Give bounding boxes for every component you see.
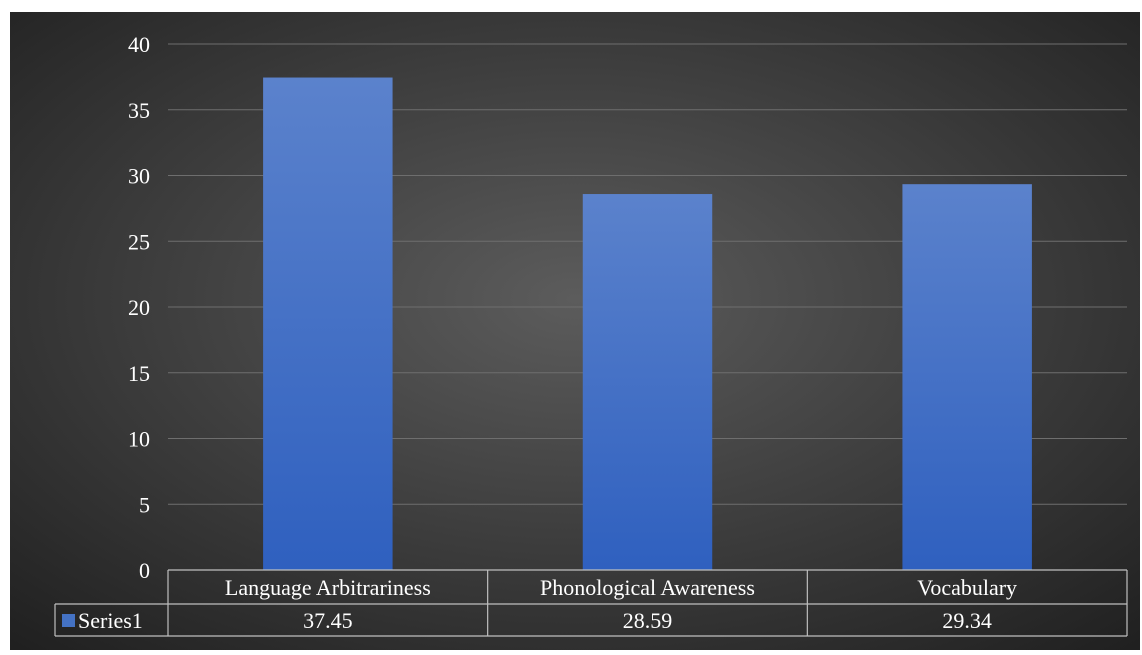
y-axis-ticks: 0 5 10 15 20 25 30 35 40 (128, 32, 150, 583)
y-tick-label: 15 (128, 361, 150, 386)
category-label: Language Arbitrariness (225, 575, 431, 600)
y-tick-label: 30 (128, 164, 150, 189)
data-table: Language Arbitrariness Phonological Aware… (54, 569, 1128, 637)
legend-series-name: Series1 (78, 608, 143, 633)
value-label: 29.34 (942, 608, 992, 633)
bar (902, 184, 1032, 570)
y-tick-label: 0 (139, 558, 150, 583)
y-tick-label: 5 (139, 492, 150, 517)
value-label: 37.45 (303, 608, 353, 633)
y-tick-label: 20 (128, 295, 150, 320)
category-label: Vocabulary (917, 575, 1017, 600)
bar (263, 77, 393, 570)
category-label: Phonological Awareness (540, 575, 755, 600)
y-tick-label: 25 (128, 229, 150, 254)
value-label: 28.59 (623, 608, 673, 633)
bar (582, 194, 713, 570)
y-tick-label: 10 (128, 427, 150, 452)
y-tick-label: 40 (128, 32, 150, 57)
y-tick-label: 35 (128, 98, 150, 123)
bars (263, 77, 1032, 570)
legend-key (62, 614, 75, 627)
